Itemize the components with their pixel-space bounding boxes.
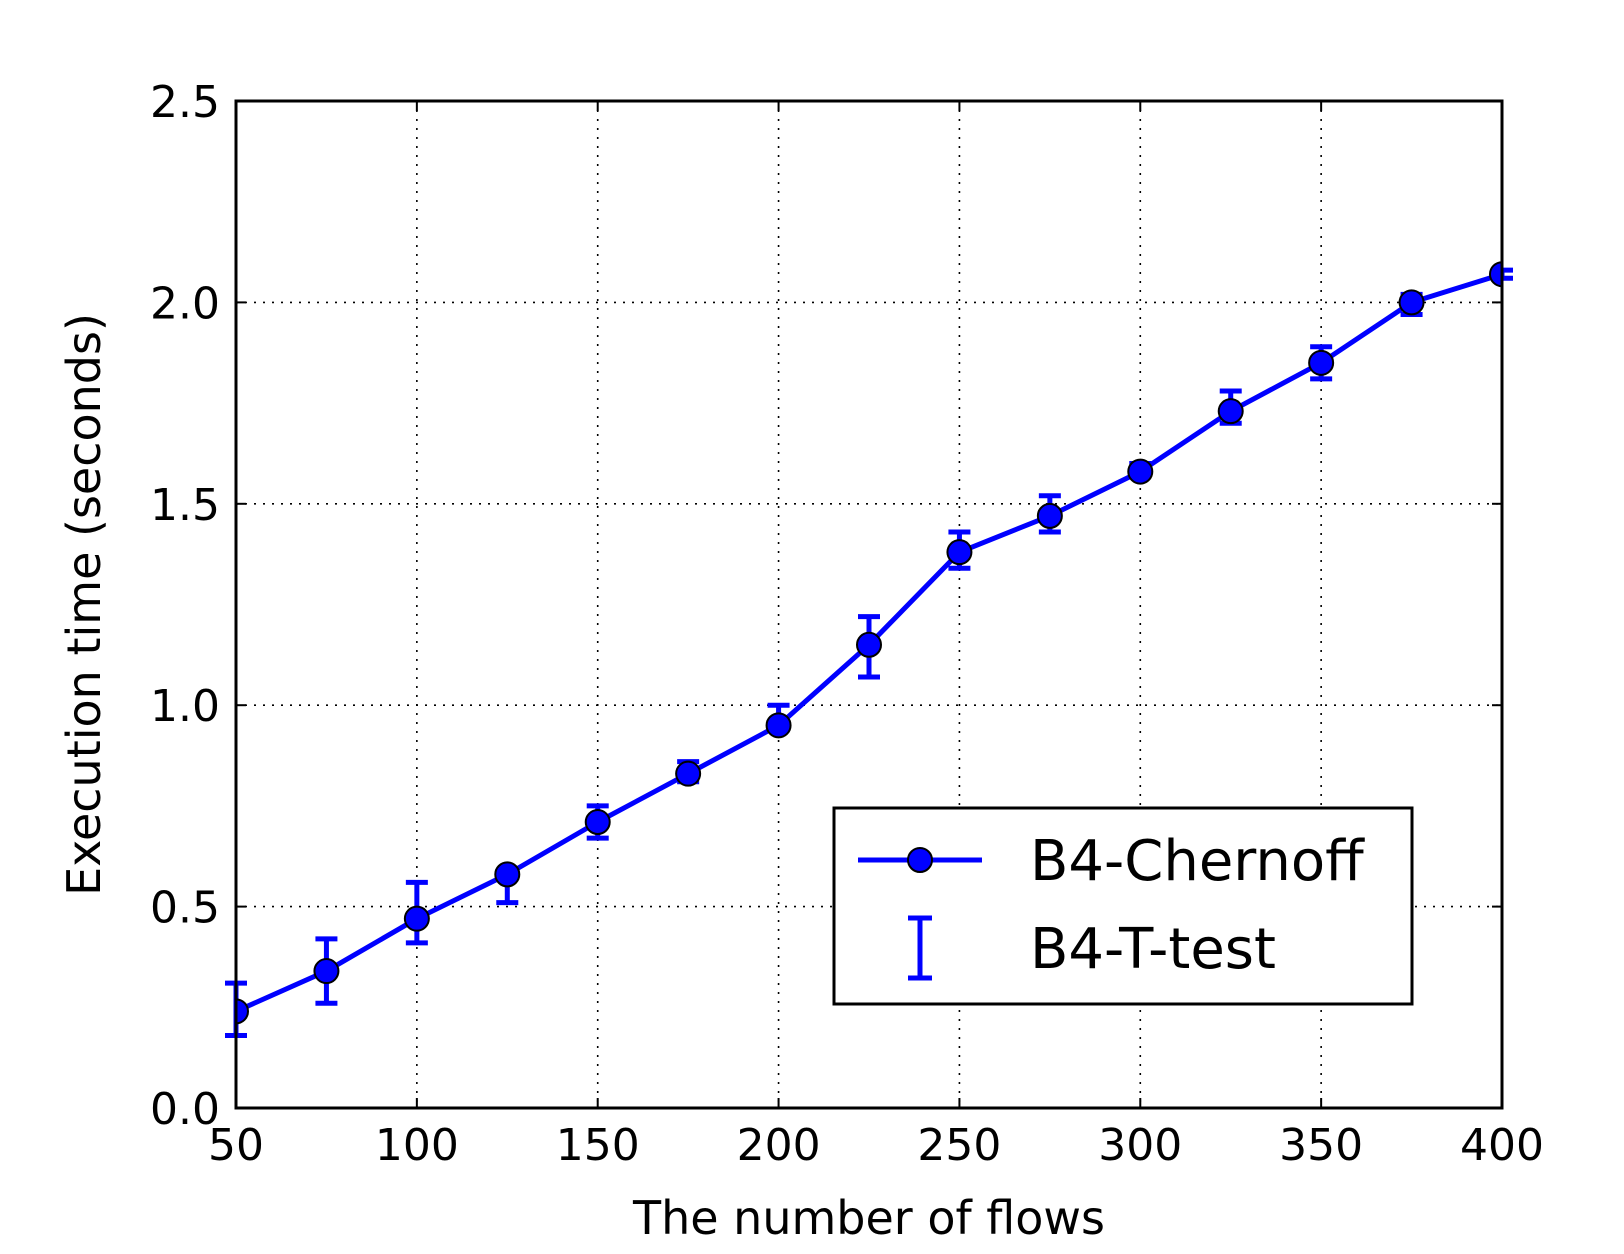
data-point: [675, 760, 702, 787]
legend-box: [832, 806, 1414, 1006]
x-tick-label: 50: [208, 1120, 264, 1171]
data-point: [403, 905, 430, 932]
data-point: [856, 631, 882, 658]
y-tick-label: 1.0: [150, 681, 220, 732]
data-point: [584, 809, 611, 836]
data-point: [1398, 289, 1425, 316]
data-point: [1217, 398, 1244, 425]
x-tick-label: 250: [917, 1120, 1001, 1171]
x-axis-label: The number of flows: [632, 1191, 1105, 1245]
y-axis-label: Execution time (seconds): [57, 313, 111, 896]
data-point: [1308, 349, 1335, 376]
data-point: [313, 958, 340, 985]
y-tick-label: 0.0: [150, 1084, 220, 1135]
x-tick-label: 200: [737, 1120, 821, 1171]
data-point: [236, 998, 249, 1025]
x-tick-label: 100: [375, 1120, 459, 1171]
data-point: [494, 861, 521, 888]
legend-label-b4-t-test: B4-T-test: [1030, 917, 1276, 982]
plot-frame: [234, 99, 1504, 1110]
y-tick-label: 2.0: [150, 278, 220, 329]
x-tick-label: 350: [1279, 1120, 1363, 1171]
series-markers-b4-chernoff: [236, 261, 1502, 1025]
y-tick-label: 0.5: [150, 883, 220, 934]
x-tick-label: 400: [1460, 1120, 1544, 1171]
data-point: [765, 712, 792, 739]
data-point: [946, 539, 973, 566]
y-tick-label: 1.5: [150, 480, 220, 531]
x-tick-label: 150: [556, 1120, 640, 1171]
legend: B4-Chernoff B4-T-test: [832, 806, 1414, 1006]
x-tick-label: 300: [1098, 1120, 1182, 1171]
axis-ticks: 50 100 150 200 250 300 350 400 0.0 0.5 1.0 1.5 2.0 2.…: [150, 77, 1544, 1171]
legend-marker-circle: [907, 847, 933, 873]
plot-data: [225, 261, 1513, 1038]
data-point: [1489, 261, 1502, 288]
data-point: [1036, 502, 1063, 529]
y-tick-label: 2.5: [150, 77, 220, 128]
legend-label-b4-chernoff: B4-Chernoff: [1030, 829, 1365, 894]
legend-errorbar-icon: [908, 915, 932, 981]
data-point: [1127, 458, 1154, 485]
